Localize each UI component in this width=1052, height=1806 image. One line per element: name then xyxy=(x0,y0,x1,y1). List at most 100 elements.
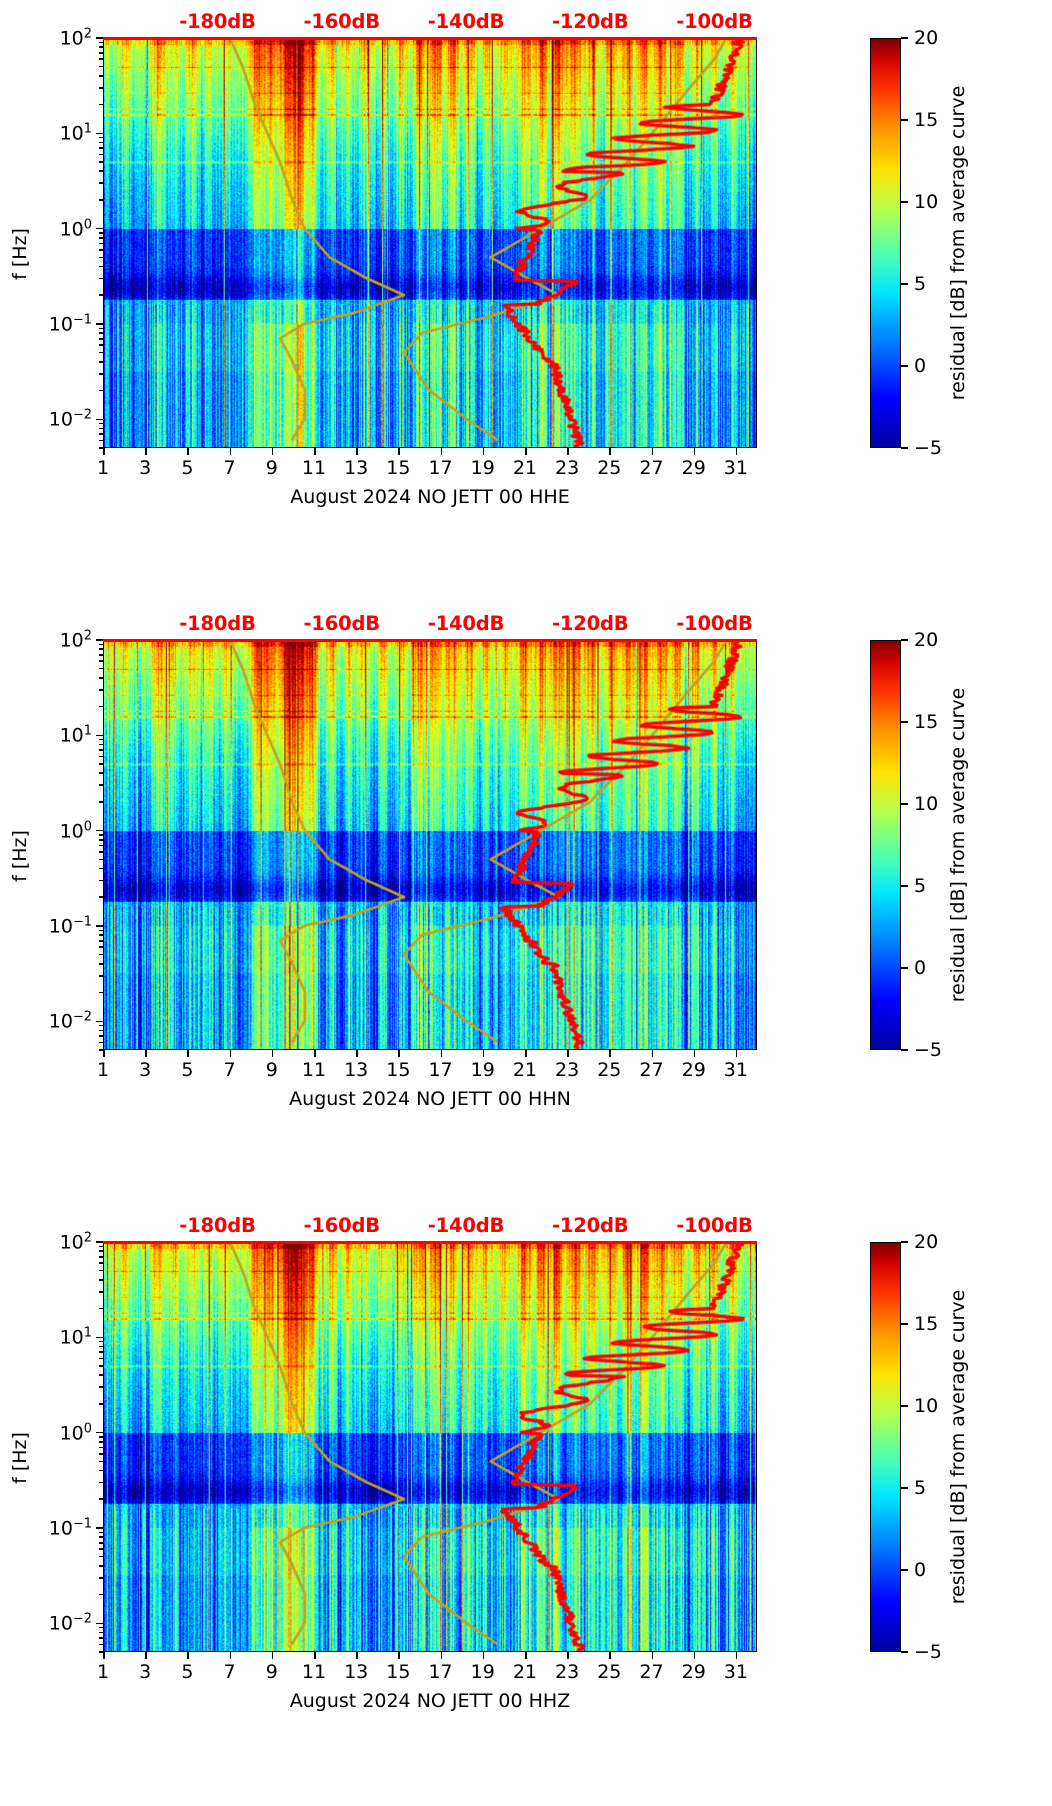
x-axis-tick xyxy=(271,448,274,455)
x-axis-tick-label: 5 xyxy=(181,1661,194,1683)
y-axis-minor-tick xyxy=(99,256,103,259)
y-axis-minor-tick xyxy=(99,1262,103,1264)
x-axis-tick xyxy=(567,1652,569,1659)
y-axis-minor-tick xyxy=(99,1460,103,1463)
colorbar-tick-label: −5 xyxy=(914,437,943,459)
y-axis-minor-tick xyxy=(99,161,103,163)
y-axis-minor-tick xyxy=(99,351,103,354)
x-axis-tick-label: 25 xyxy=(597,1661,622,1683)
spectrogram-canvas xyxy=(104,641,756,1049)
x-axis-tick xyxy=(271,1050,274,1057)
y-axis-minor-tick xyxy=(99,834,103,836)
y-axis-tick-label: 10−1 xyxy=(48,312,92,336)
x-axis-label: August 2024 NO JETT 00 HHZ xyxy=(289,1690,571,1712)
top-db-label: -140dB xyxy=(427,1214,505,1237)
y-axis-minor-tick xyxy=(99,1498,103,1501)
x-axis-tick-label: 17 xyxy=(428,457,453,479)
psd-curve-top-saturation xyxy=(103,638,757,642)
x-axis-tick-label: 9 xyxy=(265,1661,278,1683)
y-axis-minor-tick xyxy=(99,1029,103,1032)
y-axis-minor-tick xyxy=(99,75,103,77)
y-axis-minor-tick xyxy=(99,58,103,60)
y-axis-tick xyxy=(96,639,103,641)
y-axis-tick xyxy=(96,829,103,832)
x-axis-tick xyxy=(145,448,147,455)
y-axis-minor-tick xyxy=(99,755,103,758)
psd-curve-top-saturation xyxy=(103,1240,757,1244)
colorbar xyxy=(870,1242,901,1652)
y-axis-minor-tick xyxy=(99,433,103,435)
y-axis-minor-tick xyxy=(99,1577,103,1579)
y-axis-minor-tick xyxy=(99,763,103,765)
y-axis-minor-tick xyxy=(99,389,103,392)
y-axis-minor-tick xyxy=(99,844,103,847)
x-axis-tick-label: 27 xyxy=(639,1059,664,1081)
y-axis-minor-tick xyxy=(99,65,103,68)
colorbar-tick-label: 20 xyxy=(914,629,939,651)
y-axis-minor-tick xyxy=(99,136,103,139)
y-axis-minor-tick xyxy=(99,1269,103,1272)
y-axis-tick-label: 10−2 xyxy=(48,1009,92,1033)
colorbar-tick-label: 10 xyxy=(914,1395,939,1417)
panel-hhz: -180dB -160dB -140dB -120dB -100dB f [Hz… xyxy=(0,1204,1052,1806)
y-axis-minor-tick xyxy=(99,327,103,330)
top-db-label: -140dB xyxy=(427,10,505,33)
y-axis-minor-tick xyxy=(99,1250,103,1253)
y-axis-minor-tick xyxy=(99,1651,103,1653)
x-axis-tick-label: 3 xyxy=(139,1661,152,1683)
x-axis-tick xyxy=(356,1050,358,1057)
y-axis-tick-label: 10−1 xyxy=(48,1516,92,1540)
x-axis-tick xyxy=(524,448,527,455)
y-axis-tick-label: 101 xyxy=(59,1325,92,1349)
colorbar-tick-label: −5 xyxy=(914,1039,943,1061)
y-axis-tick xyxy=(96,418,103,421)
y-axis-minor-tick xyxy=(99,1643,103,1646)
spectrogram-plot-area xyxy=(103,640,757,1050)
y-axis-minor-tick xyxy=(99,242,103,245)
x-axis-tick xyxy=(356,448,358,455)
x-axis-tick xyxy=(693,1050,696,1057)
y-axis-minor-tick xyxy=(99,653,103,656)
colorbar-tick-label: 20 xyxy=(914,1231,939,1253)
y-axis-minor-tick xyxy=(99,648,103,651)
y-axis-minor-tick xyxy=(99,1024,103,1027)
x-axis-tick xyxy=(313,1050,316,1057)
y-axis-minor-tick xyxy=(99,237,103,239)
y-axis-tick-label: 102 xyxy=(59,1230,92,1254)
colorbar-label: residual [dB] from average curve xyxy=(947,1290,969,1605)
y-axis-minor-tick xyxy=(99,1279,103,1281)
colorbar-tick-label: 5 xyxy=(914,1477,927,1499)
y-axis-minor-tick xyxy=(99,1436,103,1438)
top-db-label: -140dB xyxy=(427,612,505,635)
x-axis-tick-label: 21 xyxy=(512,457,538,479)
y-axis-minor-tick xyxy=(99,749,103,751)
x-axis-tick-label: 31 xyxy=(723,457,748,479)
y-axis-tick-label: 102 xyxy=(59,26,92,50)
colorbar-tick xyxy=(901,885,908,887)
colorbar-tick xyxy=(901,1651,908,1653)
colorbar-tick xyxy=(901,119,908,121)
x-axis-tick xyxy=(398,1652,400,1659)
x-axis-tick xyxy=(693,1652,696,1659)
y-axis-minor-tick xyxy=(99,147,103,149)
y-axis-minor-tick xyxy=(99,373,103,375)
x-axis-tick xyxy=(693,448,696,455)
top-db-label: -120dB xyxy=(552,10,629,33)
x-axis-tick-label: 5 xyxy=(181,1059,194,1081)
x-axis-tick xyxy=(482,1050,485,1057)
x-axis-tick-label: 7 xyxy=(223,1661,236,1683)
colorbar-tick xyxy=(901,1405,908,1407)
top-db-label: -120dB xyxy=(552,1214,629,1237)
y-axis-minor-tick xyxy=(99,1446,103,1449)
x-axis-tick xyxy=(482,448,485,455)
x-axis-tick xyxy=(609,448,611,455)
y-axis-minor-tick xyxy=(99,170,103,173)
y-axis-minor-tick xyxy=(99,1626,103,1629)
colorbar-tick xyxy=(901,803,908,805)
x-axis-tick-label: 1 xyxy=(96,1059,110,1081)
x-axis-tick-label: 1 xyxy=(96,1661,110,1683)
x-axis-tick-label: 7 xyxy=(223,457,236,479)
x-axis-tick xyxy=(145,1050,147,1057)
y-axis-tick xyxy=(96,1020,103,1023)
y-axis-tick-label: 10−2 xyxy=(48,1611,92,1635)
